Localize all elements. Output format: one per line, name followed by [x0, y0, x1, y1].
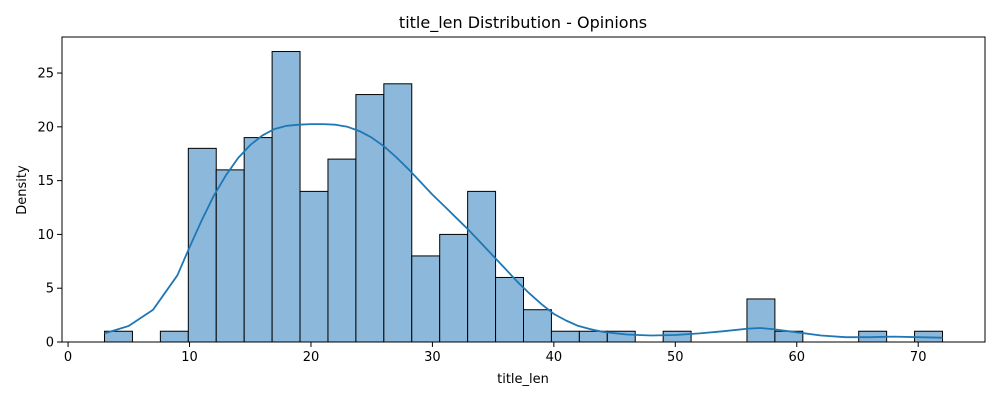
x-axis-label: title_len — [497, 372, 549, 387]
histogram-bar — [662, 330, 692, 343]
x-tick-label: 70 — [910, 350, 927, 365]
y-axis-label: Density — [15, 165, 30, 215]
y-tick-label: 5 — [46, 282, 54, 297]
x-tick-label: 60 — [788, 350, 805, 365]
chart-title: title_len Distribution - Opinions — [399, 13, 647, 33]
histogram-bar — [746, 298, 776, 343]
y-axis-ticks: 0 5 10 15 20 25 — [37, 67, 62, 351]
histogram-bar — [467, 190, 497, 343]
x-tick-label: 30 — [424, 350, 441, 365]
x-axis-ticks: 0 10 20 30 40 50 60 70 — [64, 342, 927, 365]
x-tick-label: 20 — [303, 350, 320, 365]
histogram-bar — [215, 169, 245, 343]
histogram-bar — [299, 190, 329, 343]
histogram-bar — [383, 83, 413, 343]
histogram-bar — [159, 330, 189, 343]
histogram-bar — [495, 276, 525, 343]
x-tick-label: 40 — [546, 350, 563, 365]
histogram-bar — [187, 147, 217, 343]
histogram-bar — [327, 158, 357, 343]
histogram-bar — [271, 51, 301, 343]
histogram-bar — [523, 309, 552, 343]
plot-frame — [61, 36, 986, 343]
histogram-bar — [439, 233, 469, 343]
y-tick-label: 0 — [46, 336, 54, 351]
x-tick-label: 50 — [667, 350, 684, 365]
kde-curve — [104, 123, 943, 339]
histogram-bar — [578, 330, 608, 343]
x-tick-label: 10 — [181, 350, 198, 365]
y-tick-label: 25 — [37, 67, 54, 82]
bars-group — [104, 51, 943, 343]
x-tick-label: 0 — [64, 350, 72, 365]
histogram-bar — [243, 137, 273, 343]
histogram-bar — [411, 255, 441, 343]
y-tick-label: 15 — [37, 174, 54, 189]
y-tick-label: 20 — [37, 120, 54, 135]
histogram-bar — [550, 330, 580, 343]
y-tick-label: 10 — [37, 228, 54, 243]
